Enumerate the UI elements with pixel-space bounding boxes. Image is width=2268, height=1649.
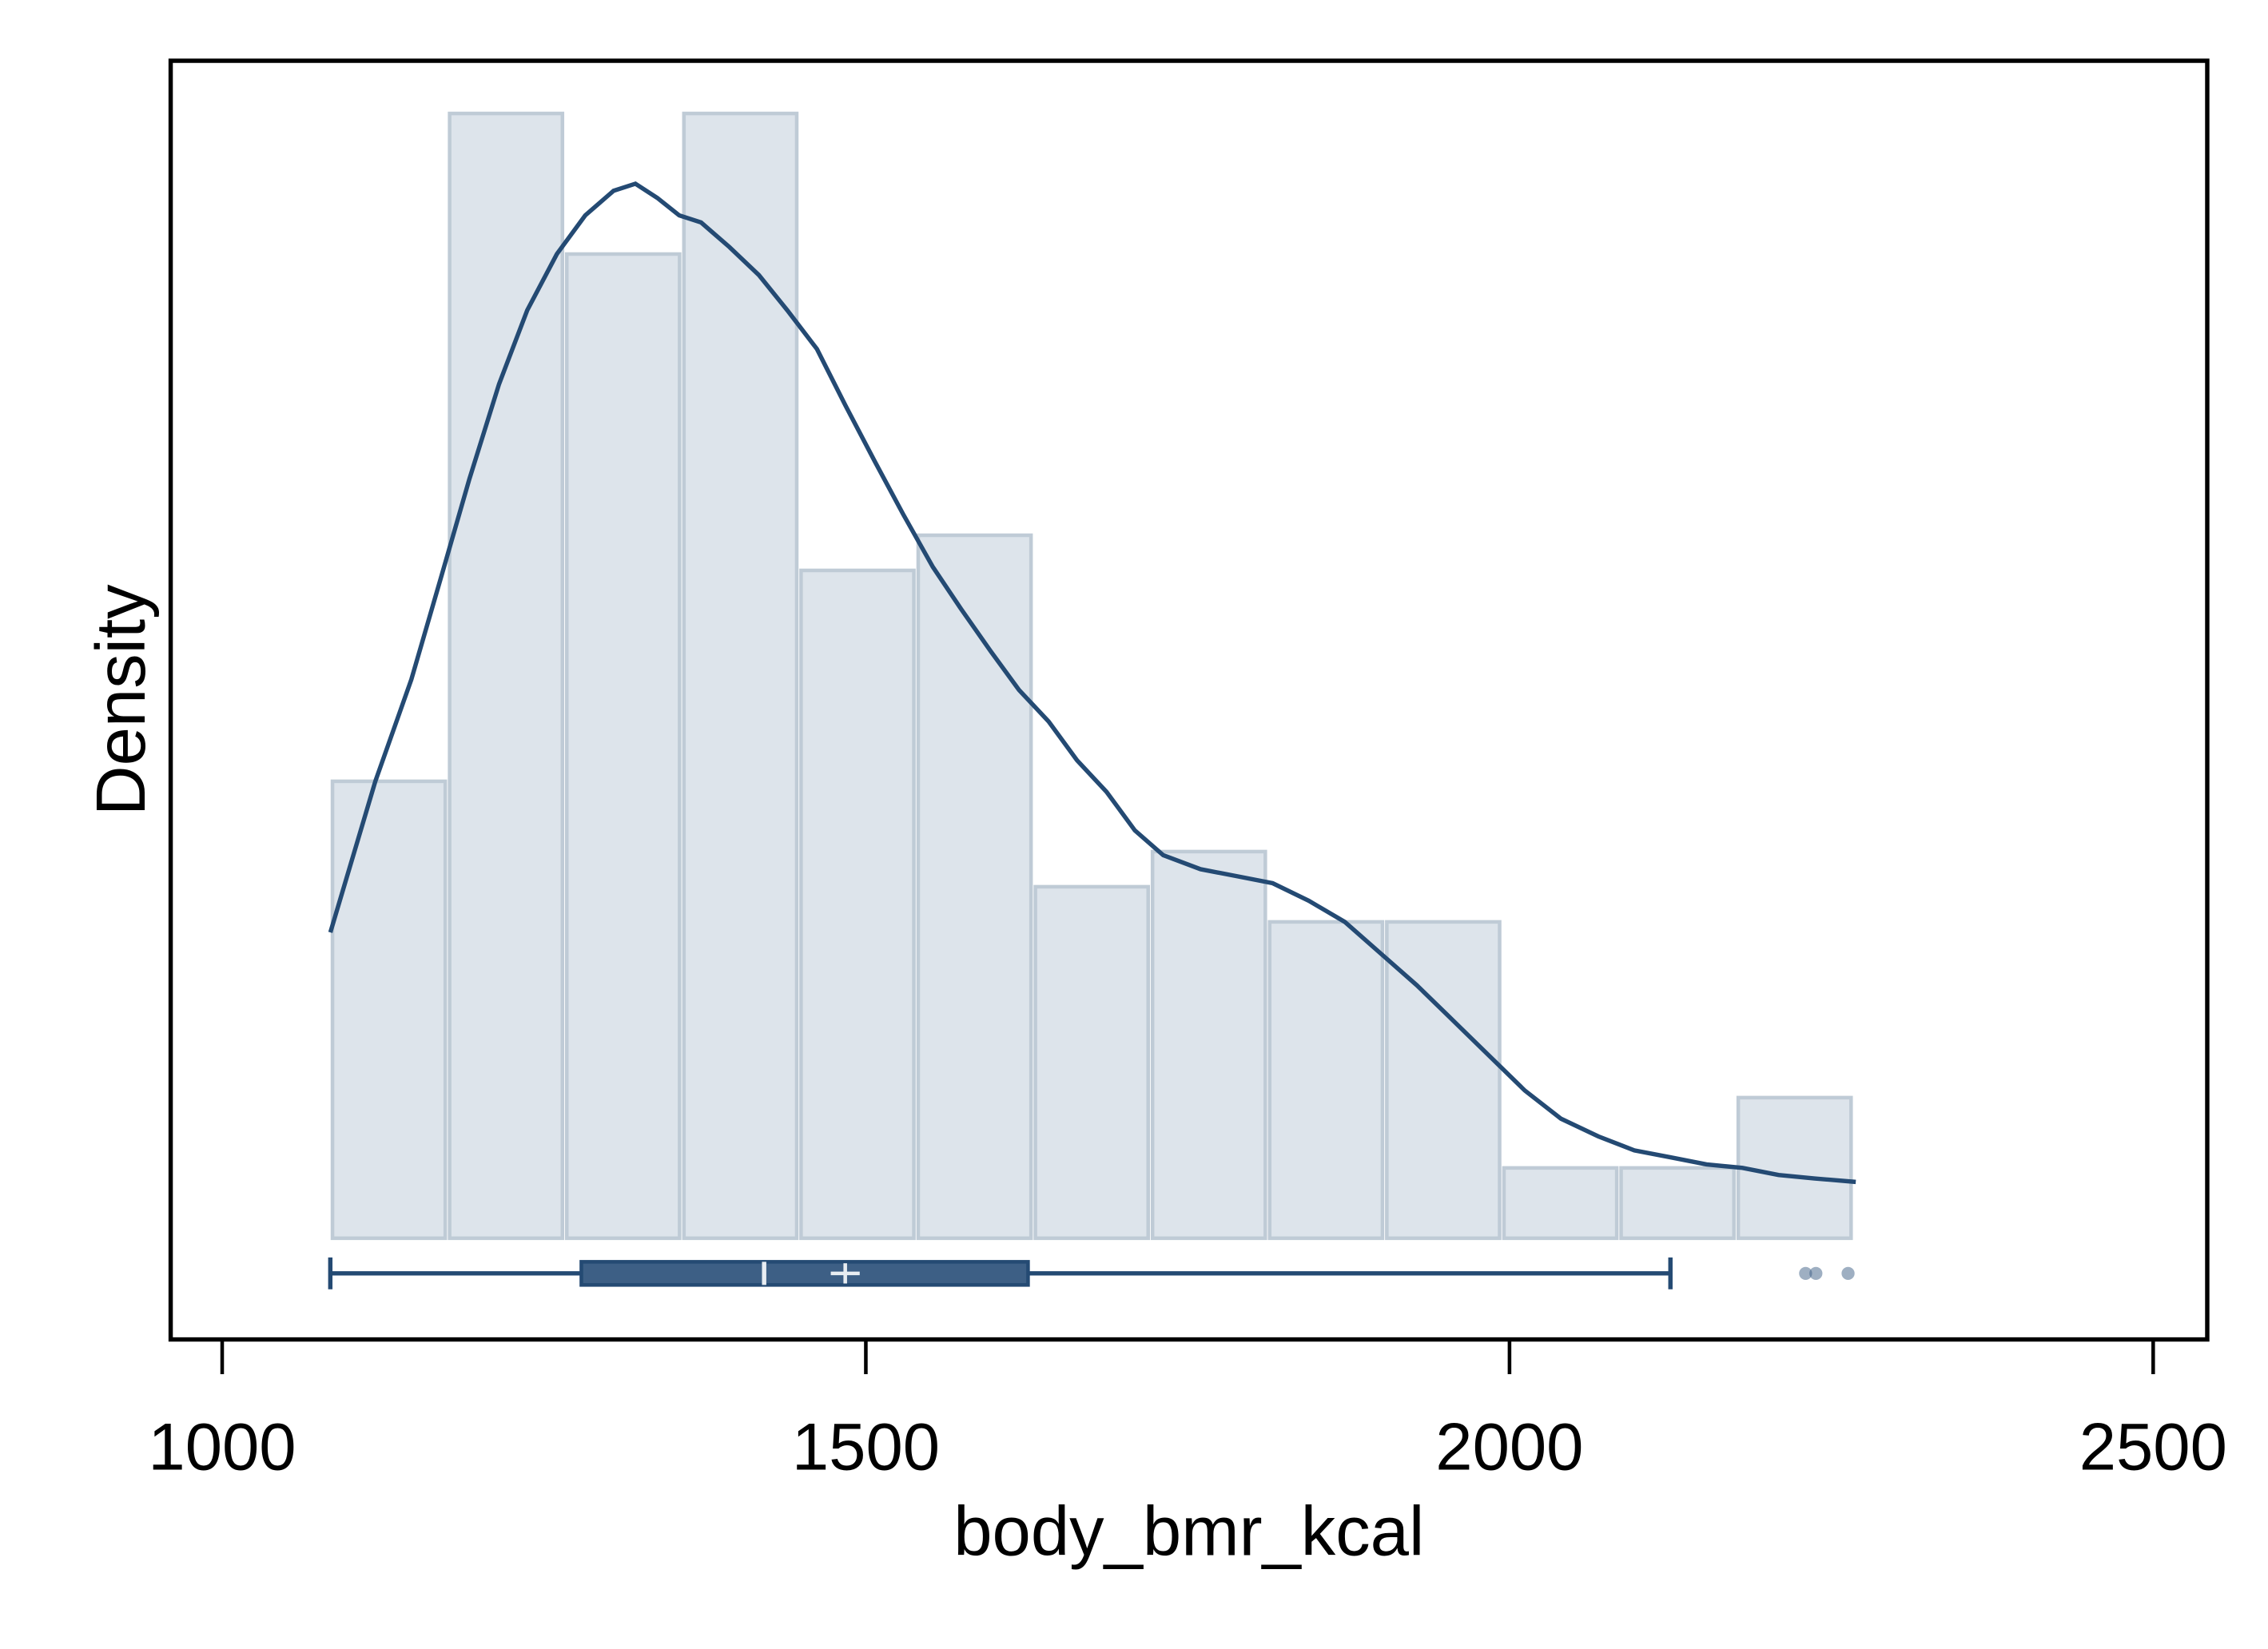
y-axis-title: Density — [82, 584, 160, 816]
histogram-bar — [1267, 920, 1385, 1241]
x-tick-label: 2000 — [1435, 1409, 1583, 1484]
histogram-bar — [564, 252, 682, 1241]
histogram-bar — [1502, 1166, 1619, 1241]
histogram-bar — [448, 111, 565, 1241]
histogram-bar — [799, 568, 916, 1241]
histogram-bar — [1033, 884, 1150, 1241]
box — [579, 1260, 1030, 1287]
density-curve — [328, 181, 1856, 1185]
histogram-bar — [1385, 920, 1502, 1241]
outlier — [1841, 1266, 1855, 1280]
histogram-bar — [682, 111, 799, 1241]
histogram-bar — [1619, 1166, 1736, 1241]
x-tick-label: 1500 — [792, 1409, 940, 1484]
x-tick-label: 2500 — [2079, 1409, 2227, 1484]
outlier — [1809, 1266, 1823, 1280]
histogram-bar — [1150, 849, 1267, 1241]
outlier — [1799, 1266, 1812, 1280]
x-tick-label: 1000 — [148, 1409, 296, 1484]
x-axis-title: body_bmr_kcal — [953, 1492, 1424, 1570]
histogram-bar — [916, 533, 1033, 1241]
histogram-bar — [330, 779, 448, 1241]
histogram-bar — [1736, 1095, 1853, 1241]
plot-frame — [168, 58, 2210, 1342]
